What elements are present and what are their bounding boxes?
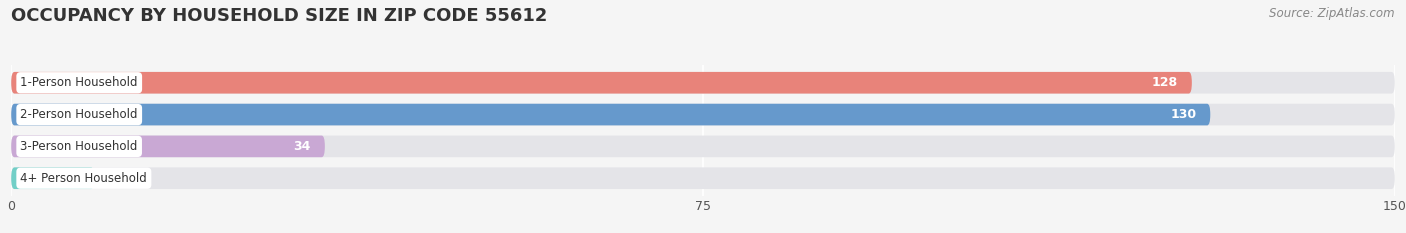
Text: OCCUPANCY BY HOUSEHOLD SIZE IN ZIP CODE 55612: OCCUPANCY BY HOUSEHOLD SIZE IN ZIP CODE … (11, 7, 547, 25)
Text: Source: ZipAtlas.com: Source: ZipAtlas.com (1270, 7, 1395, 20)
Text: 130: 130 (1170, 108, 1197, 121)
Text: 4+ Person Household: 4+ Person Household (21, 172, 148, 185)
FancyBboxPatch shape (11, 72, 1192, 94)
FancyBboxPatch shape (11, 104, 1211, 125)
Text: 2-Person Household: 2-Person Household (21, 108, 138, 121)
FancyBboxPatch shape (11, 72, 1395, 94)
Text: 128: 128 (1152, 76, 1178, 89)
FancyBboxPatch shape (11, 136, 1395, 157)
FancyBboxPatch shape (11, 167, 94, 189)
FancyBboxPatch shape (11, 136, 325, 157)
FancyBboxPatch shape (11, 104, 1395, 125)
Text: 34: 34 (294, 140, 311, 153)
Text: 1-Person Household: 1-Person Household (21, 76, 138, 89)
Text: 9: 9 (112, 172, 121, 185)
Text: 3-Person Household: 3-Person Household (21, 140, 138, 153)
FancyBboxPatch shape (11, 167, 1395, 189)
